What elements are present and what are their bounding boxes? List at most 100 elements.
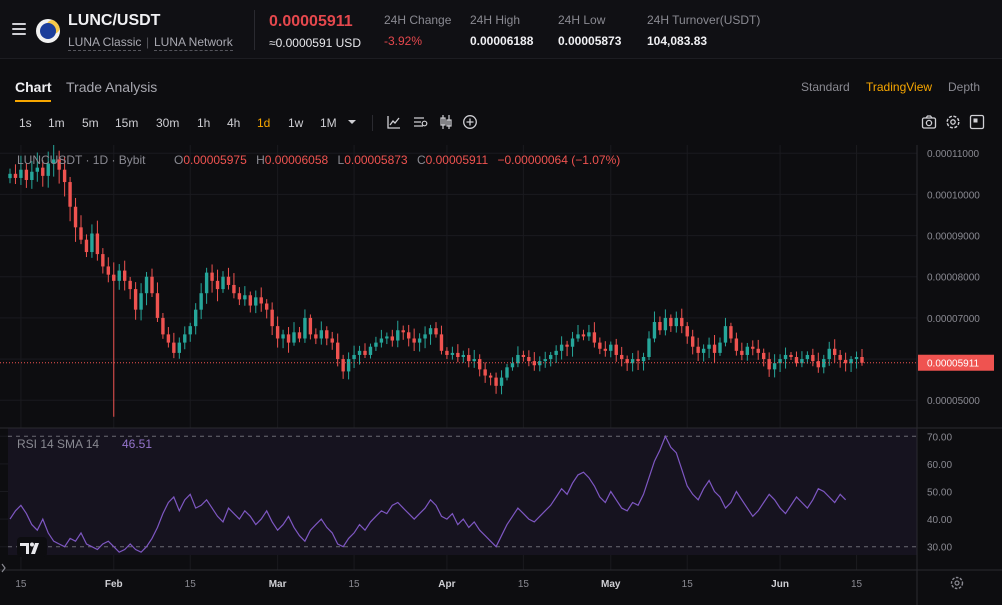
candles [0,145,917,417]
candle-body [488,375,493,378]
time-axis-label: May [601,579,621,590]
candle-body [41,167,45,176]
tab-trade-analysis[interactable]: Trade Analysis [66,79,158,95]
candle-body [177,342,182,353]
time-axis-label: 15 [15,579,27,590]
candle-body [658,322,662,331]
candle-body [674,317,679,327]
view-depth[interactable]: Depth [948,80,981,94]
interval-15m[interactable]: 15m [115,116,139,130]
rsi-axis-label: 60.00 [927,460,952,471]
candle-body [685,326,689,337]
interval-30m[interactable]: 30m [156,116,180,130]
candle-body [264,303,269,310]
candle-body [647,338,651,358]
candle-body [767,359,771,370]
auto-scale-gear-icon[interactable] [950,576,964,590]
candle-body [8,173,12,179]
candle-body [183,334,187,343]
stat-24h-turnover-label: 24H Turnover(USDT) [647,13,761,27]
interval-5m[interactable]: 5m [82,116,99,130]
candle-body [68,182,72,207]
candle-body [467,354,471,362]
candle-body [690,336,695,347]
candle-body [598,342,602,349]
candle-body [811,354,815,362]
candle-body [554,350,558,355]
pair-name[interactable]: LUNC/USDT [68,12,161,29]
candle-body [772,363,777,370]
rsi-label: RSI 14 SMA 14 [17,437,99,451]
candle-body [614,344,618,355]
rsi-axis-label: 70.00 [927,432,952,443]
candle-body [122,270,127,281]
view-standard[interactable]: Standard [801,80,850,94]
stat-24h-change-value: -3.92% [384,34,423,48]
candle-body [199,293,203,310]
tag-luna-network[interactable]: LUNA Network [154,35,233,51]
price-axis-label: 0.00010000 [927,190,980,201]
chevron-right-icon[interactable] [1,563,6,573]
candle-body [592,332,597,343]
candle-body [510,363,515,368]
candle-body [101,254,105,267]
candle-body [172,342,176,353]
candle-body [363,350,367,355]
chart-settings-icon[interactable] [412,114,428,130]
candle-body [254,297,258,306]
candle-body [663,317,668,331]
candle-body [161,317,165,335]
interval-1M[interactable]: 1M [320,116,337,130]
legend-high: 0.00006058 [265,153,329,167]
candle-body [849,359,853,364]
add-indicator-icon[interactable] [462,114,478,130]
current-price-label: 0.00005911 [927,359,980,370]
candle-body [538,361,542,366]
interval-1w[interactable]: 1w [288,116,304,130]
candle-body [789,354,793,358]
candle-body [603,348,608,351]
interval-1h[interactable]: 1h [197,116,211,130]
candle-body [570,338,575,347]
interval-1m[interactable]: 1m [48,116,65,130]
tab-chart[interactable]: Chart [15,79,52,95]
candle-type-icon[interactable] [438,114,454,130]
stat-24h-high-value: 0.00006188 [470,34,534,48]
candle-body [805,354,810,360]
gear-icon[interactable] [945,114,961,130]
fullscreen-icon[interactable] [969,114,985,130]
candle-body [90,233,94,253]
time-axis-label: Apr [438,579,455,590]
price-chart[interactable]: 0.00011000 0.00010000 0.00009000 0.00008000… [0,145,1002,605]
candle-body [761,352,766,360]
candle-body [396,330,400,341]
candle-body [62,169,67,183]
tag-luna-classic[interactable]: LUNA Classic [68,35,142,51]
candle-body [729,326,733,339]
indicator-icon[interactable] [386,114,402,130]
interval-1d[interactable]: 1d [257,116,271,130]
rsi-axis-label: 30.00 [927,543,952,554]
candle-body [630,359,635,364]
time-axis-label: 15 [682,579,694,590]
time-axis-label: 15 [349,579,361,590]
candle-body [374,342,378,347]
legend-close: 0.00005911 [426,153,489,167]
rsi-pane-background [8,428,917,555]
candle-body [696,346,700,353]
candle-body [636,359,640,362]
candle-body [24,169,29,180]
candle-body [745,346,750,355]
camera-icon[interactable] [921,114,937,130]
candle-body [30,171,34,180]
interval-1s[interactable]: 1s [19,116,32,130]
view-tradingview[interactable]: TradingView [866,80,933,94]
stat-24h-change-label: 24H Change [384,13,452,27]
chart-panel: Chart Trade Analysis Standard TradingVie… [0,59,1002,605]
toolbar-divider [372,115,373,131]
candle-body [521,354,526,358]
candle-body [330,338,334,343]
interval-4h[interactable]: 4h [227,116,241,130]
chevron-down-icon[interactable] [346,116,358,128]
menu-icon[interactable] [12,23,26,35]
